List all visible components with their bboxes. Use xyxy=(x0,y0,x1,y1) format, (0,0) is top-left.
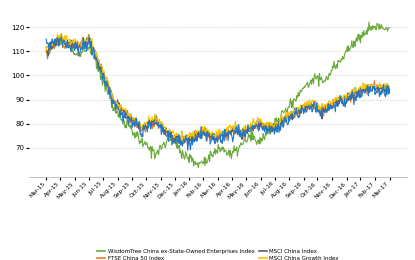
Legend: WisdomTree China ex-State-Owned Enterprises Index, FTSE China 50 Index, MSCI Chi: WisdomTree China ex-State-Owned Enterpri… xyxy=(95,247,341,260)
